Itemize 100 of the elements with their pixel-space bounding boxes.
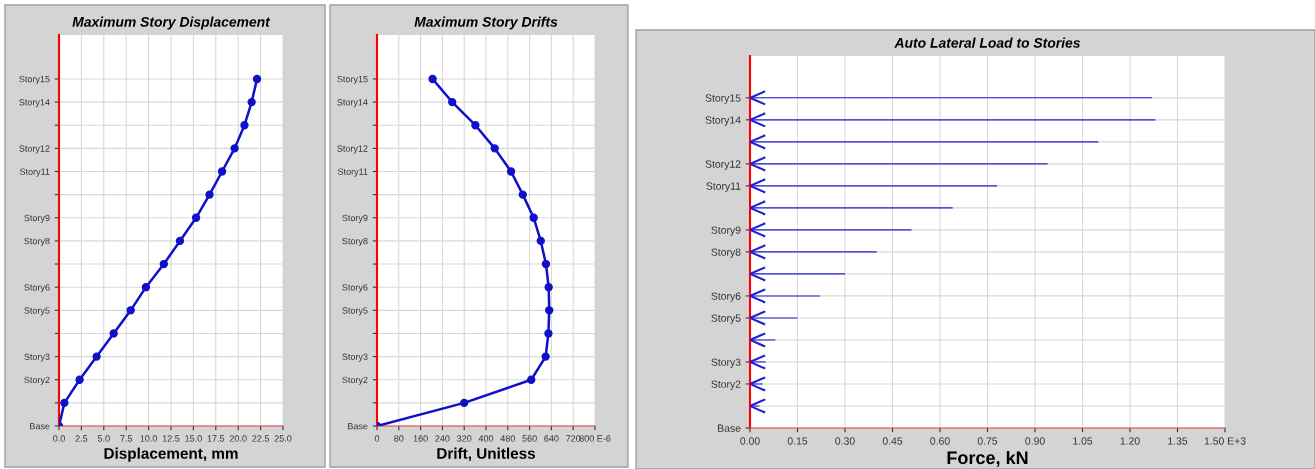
y-tick-label: Story15 [337,75,368,85]
point [536,236,545,246]
y-tick-label: Base [718,424,741,432]
x-tick-label: 10.0 [140,435,158,442]
x-tick-label: 800 E-6 [579,435,611,442]
x-tick-label: 720 [566,435,581,442]
x-tick-label: 1.50 E+3 [1204,437,1246,445]
x-tick-label: 0.15 [787,437,808,445]
y-tick-label: Story3 [342,353,368,362]
x-tick-label: 0.75 [977,437,998,445]
point [529,213,538,222]
x-tick-label: 15.0 [185,435,202,442]
chart-title: Auto Lateral Load to Stories [894,37,1081,48]
point [205,190,214,199]
point [75,375,84,384]
y-tick-label: Story14 [337,99,368,108]
point [92,352,101,361]
y-tick-label: Story15 [19,75,50,85]
x-tick-label: 2.5 [75,435,88,442]
point [141,283,151,292]
y-tick-label: Story2 [711,380,741,390]
point [544,283,553,292]
y-tick-label: Story5 [711,314,741,324]
y-tick-label: Story9 [342,214,368,223]
y-tick-label: Story6 [24,284,50,293]
x-tick-label: 5.0 [97,435,110,442]
point [191,213,201,222]
point [545,306,554,315]
y-tick-label: Story9 [24,214,50,223]
point [159,259,168,269]
x-tick-label: 480 [500,435,515,442]
point [217,167,227,176]
x-axis-title: Force, kN [947,450,1028,467]
point [471,121,480,130]
point [541,352,550,361]
x-tick-label: 0.30 [835,437,855,445]
chart-title: Maximum Story Drifts [414,16,558,30]
y-tick-label: Story5 [342,307,368,316]
point [60,398,69,408]
y-tick-label: Story3 [711,358,741,368]
y-tick-label: Story3 [24,353,50,362]
y-tick-label: Story15 [705,94,741,104]
y-tick-label: Story11 [19,168,50,177]
x-tick-label: 25.0 [274,435,292,442]
y-tick-label: Story14 [705,116,741,126]
point [109,329,118,338]
x-tick-label: 0 [374,435,380,442]
x-tick-label: 0.00 [740,437,760,445]
x-tick-label: 7.5 [120,435,133,442]
y-tick-label: Story12 [705,160,741,170]
point [518,190,527,199]
y-tick-label: Story2 [24,376,50,385]
x-axis-title: Drift, Unitless [437,447,536,462]
point [175,236,185,246]
chart-title: Maximum Story Displacement [72,16,271,30]
y-tick-label: Story9 [711,226,741,236]
y-tick-label: Story14 [19,99,50,108]
x-tick-label: 240 [435,435,450,442]
x-tick-label: 80 [394,435,404,442]
y-tick-label: Story8 [24,237,50,247]
x-tick-label: 640 [544,435,559,442]
y-tick-label: Base [348,423,368,430]
y-tick-label: Story8 [342,237,368,247]
x-tick-label: 0.60 [930,437,950,445]
point [541,259,551,269]
point [527,375,536,384]
y-tick-label: Story12 [337,145,368,154]
x-tick-label: 0.45 [882,437,903,445]
x-tick-label: 160 [413,435,428,442]
x-tick-label: 400 [478,435,494,442]
x-tick-label: 560 [522,435,537,442]
x-tick-label: 0.0 [53,435,65,442]
x-tick-label: 22.5 [252,435,270,442]
point [240,121,249,130]
y-tick-label: Story6 [711,292,741,302]
point [428,74,437,84]
point [544,329,553,338]
x-tick-label: 320 [457,435,472,442]
y-tick-label: Story11 [337,168,368,177]
y-tick-label: Story12 [19,145,50,154]
point [506,167,516,176]
y-tick-label: Story2 [342,376,368,385]
point [247,97,256,107]
x-tick-label: 1.05 [1073,437,1093,445]
x-tick-label: 1.35 [1168,437,1188,445]
x-tick-label: 20.0 [229,435,247,442]
y-tick-label: Story11 [706,182,741,192]
x-tick-label: 1.20 [1120,437,1140,445]
y-tick-label: Story5 [24,307,50,316]
x-tick-label: 17.5 [207,435,225,442]
point [252,74,262,84]
point [448,97,457,107]
x-tick-label: 12.5 [162,435,180,442]
point [230,144,239,153]
point [490,144,499,153]
point [126,306,135,315]
x-axis-title: Displacement, mm [104,447,238,462]
point [460,398,469,408]
y-tick-label: Base [30,423,50,430]
x-tick-label: 0.90 [1025,437,1045,445]
